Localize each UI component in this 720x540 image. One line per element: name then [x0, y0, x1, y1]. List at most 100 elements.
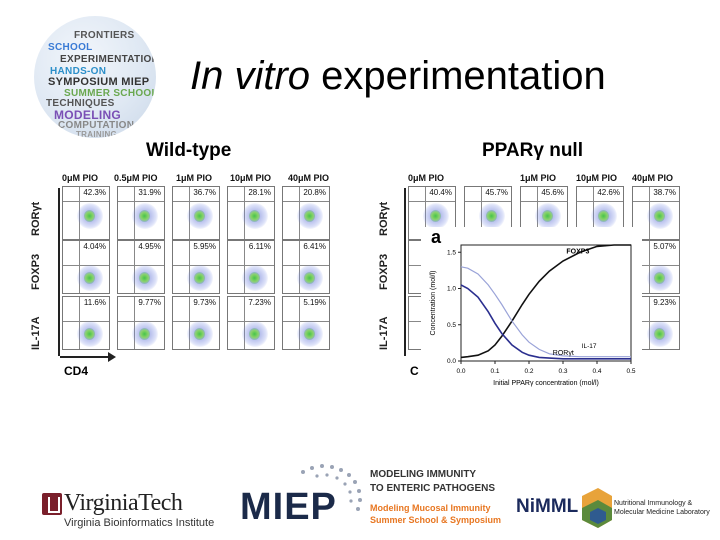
y-tick-label: 1.5 [447, 249, 456, 256]
gate-percentage: 6.11% [248, 242, 271, 251]
summer-school-logo: FRONTIERS SCHOOL EXPERIMENTATION HANDS-O… [34, 16, 156, 138]
flow-plot-cell: 5.07% [632, 240, 680, 294]
slide-title: In vitro experimentation [190, 54, 606, 98]
gate-line [649, 241, 650, 293]
gate-line [173, 201, 219, 202]
scatter-core [139, 210, 150, 222]
vt-wordmark: VirginiaTech [64, 490, 183, 516]
scatter-core [598, 210, 609, 222]
flow-plot-cell: 11.6% [62, 296, 110, 350]
logo-word: TECHNIQUES [46, 98, 115, 109]
flow-plot-cell: 28.1% [227, 186, 275, 240]
gate-percentage: 36.7% [193, 188, 216, 197]
gate-line [228, 201, 274, 202]
null-col-label: 40μM PIO [632, 173, 674, 183]
gate-line [283, 201, 329, 202]
flow-plot-cell: 36.7% [172, 186, 220, 240]
scatter-core [249, 328, 260, 340]
wildtype-title: Wild-type [146, 140, 232, 161]
x-tick-label: 0.1 [490, 368, 499, 375]
miep-line3: Modeling Mucosal Immunity [370, 503, 491, 513]
vt-shield-mark [48, 497, 60, 513]
logo-word: SYMPOSIUM MIEP [48, 76, 150, 88]
gate-line [189, 241, 190, 293]
scatter-core [304, 272, 315, 284]
scatter-core [654, 210, 665, 222]
gate-line [521, 201, 567, 202]
gate-line [79, 241, 80, 293]
gate-percentage: 45.7% [485, 188, 508, 197]
gate-line [633, 201, 679, 202]
nimml-wordmark: NiMML [516, 496, 579, 517]
pparg-null-title: PPARγ null [482, 140, 583, 161]
flow-plot-cell: 20.8% [282, 186, 330, 240]
arrow-head-icon [108, 352, 116, 362]
wt-col-label: 40μM PIO [288, 173, 330, 183]
miep-line1: MODELING IMMUNITY [370, 469, 477, 480]
gate-percentage: 42.3% [83, 188, 106, 197]
miep-wordmark: MIEP [240, 486, 337, 528]
null-row-label-foxp3: FOXP3 [378, 253, 390, 290]
series-line-foxp3 [460, 244, 631, 359]
logo-word: HANDS-ON [50, 66, 107, 77]
gate-percentage: 45.6% [541, 188, 564, 197]
scatter-core [249, 210, 260, 222]
flow-plot-cell: 31.9% [117, 186, 165, 240]
y-tick-label: 0.5 [447, 322, 456, 329]
series-line-ror-t [460, 284, 631, 360]
panel-letter: a [431, 227, 442, 247]
gate-percentage: 9.73% [193, 298, 216, 307]
gate-line [577, 201, 623, 202]
scatter-core [194, 328, 205, 340]
logo-word: SCHOOL [48, 42, 93, 53]
x-tick-label: 0.4 [592, 368, 601, 375]
gate-percentage: 4.95% [138, 242, 161, 251]
gate-percentage: 31.9% [138, 188, 161, 197]
wt-col-label: 10μM PIO [230, 173, 272, 183]
wt-col-label: 0μM PIO [62, 173, 99, 183]
gate-line [134, 241, 135, 293]
scatter-core [139, 328, 150, 340]
logo-word: COMPUTATIONAL [58, 120, 149, 131]
null-col-label: 0μM PIO [408, 173, 445, 183]
scatter-core [654, 272, 665, 284]
gate-percentage: 11.6% [83, 298, 106, 307]
gate-percentage: 9.77% [138, 298, 161, 307]
x-tick-label: 0.2 [524, 368, 533, 375]
plot-area-frame [460, 244, 632, 362]
annotation-rorgt: RORγt [553, 350, 574, 357]
y-tick-label: 1.0 [447, 286, 456, 293]
nimml-puzzle-icon [582, 488, 612, 528]
scatter-core [654, 328, 665, 340]
gate-percentage: 40.4% [429, 188, 452, 197]
annotation-il17: IL-17 [582, 343, 597, 350]
gate-line [244, 241, 245, 293]
gate-line [244, 297, 245, 349]
scatter-core [139, 272, 150, 284]
gate-percentage: 42.6% [597, 188, 620, 197]
series-line-il-17 [460, 266, 631, 358]
flow-plot-cell: 7.23% [227, 296, 275, 350]
x-tick-label: 0.0 [456, 368, 465, 375]
logo-word: TRAINING [76, 130, 118, 138]
miep-dots-icon [301, 464, 362, 511]
flow-plot-cell: 5.95% [172, 240, 220, 294]
gate-percentage: 5.07% [653, 242, 676, 251]
flow-plot-cell: 42.3% [62, 186, 110, 240]
null-x-label: C [410, 364, 419, 378]
flow-plot-cell: 4.95% [117, 240, 165, 294]
scatter-core [84, 328, 95, 340]
pparg-model-chart: a 0.0 0.1 0.2 0.3 0.4 0.5 0.0 0.5 1.0 1.5 Initial P… [421, 227, 642, 397]
x-tick-label: 0.3 [558, 368, 567, 375]
nimml-line2: Molecular Medicine Laboratory [614, 509, 710, 516]
flow-plot-cell: 5.19% [282, 296, 330, 350]
gate-line [465, 201, 511, 202]
vt-shield-icon [42, 493, 62, 515]
logo-word: SUMMER SCHOOL [64, 88, 156, 99]
flow-plot-cell: 9.77% [117, 296, 165, 350]
cd4-axis-arrow [60, 356, 114, 358]
gate-percentage: 7.23% [248, 298, 271, 307]
annotation-foxp3: FOXP3 [566, 249, 589, 256]
null-row-label-rorgt: RORγt [378, 201, 390, 236]
flow-plot-cell: 4.04% [62, 240, 110, 294]
